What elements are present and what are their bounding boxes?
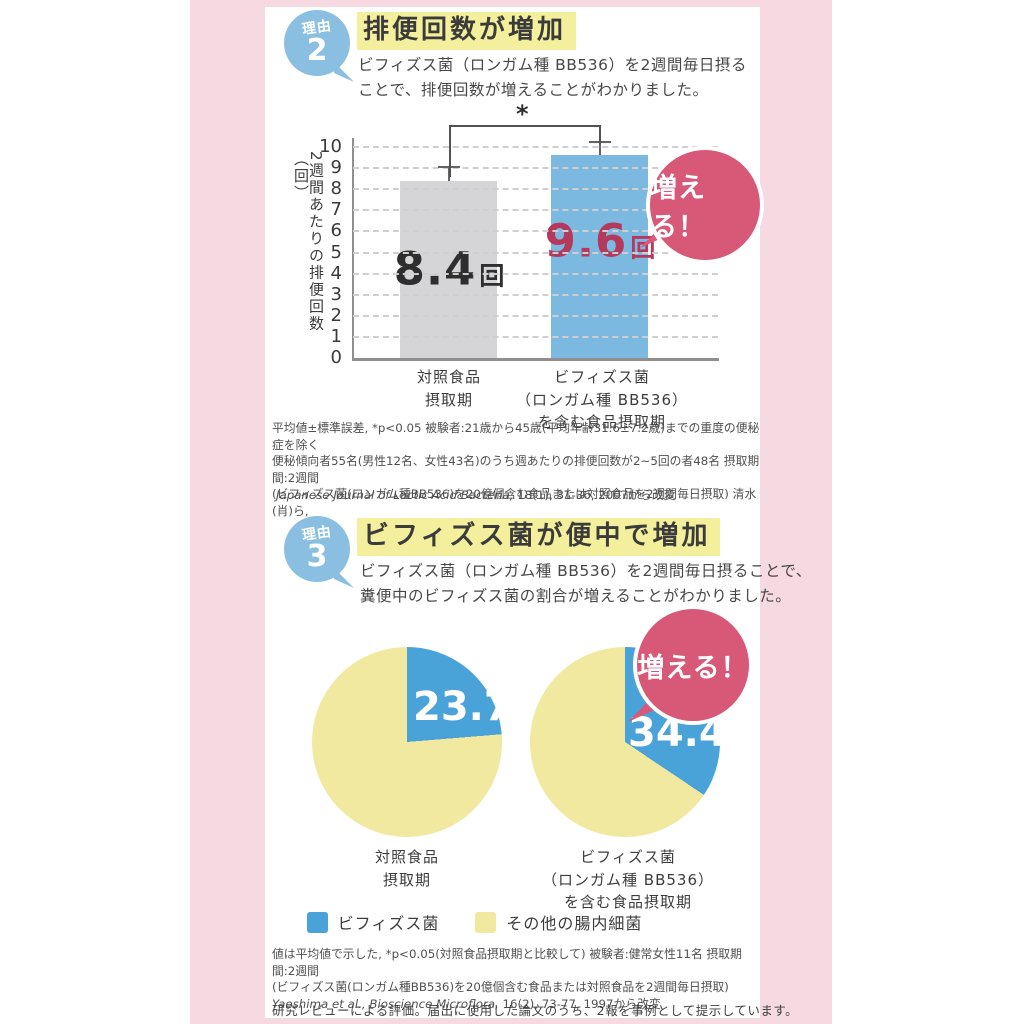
footer-note: 研究レビューによる評価。届出に使用した論文のうち、2報を事例として提示しています… <box>272 1003 799 1018</box>
bar-chart-ytick-label: 8 <box>330 178 342 200</box>
increase-bubble2: 増える！ <box>633 605 753 725</box>
reason2-badge: 理由 2 <box>284 10 350 76</box>
bar-category-control-label: 対照食品 摂取期 <box>416 368 482 409</box>
bar-chart-gridline <box>353 167 718 170</box>
significance-asterisk: * <box>516 100 529 128</box>
reason2-badge-number: 2 <box>306 32 328 68</box>
reason3-badge: 理由 3 <box>284 516 350 582</box>
significance-bracket-right <box>599 125 601 143</box>
bar-value-control-number: 8.4 <box>393 242 477 296</box>
bar-chart-gridline <box>353 188 718 191</box>
legend-item-other-bacteria: その他の腸内細菌 <box>475 910 642 934</box>
bar-chart-ytick-label: 7 <box>330 199 342 221</box>
bar-chart-gridline <box>353 335 718 338</box>
legend-label-other-bacteria: その他の腸内細菌 <box>506 914 643 933</box>
reason2-citation: Japanese Journal of Lactic Acid Bacteria… <box>276 470 764 503</box>
legend-swatch-blue-icon <box>306 911 328 933</box>
bar-chart-gridline <box>353 146 718 148</box>
legend-item-bifidobacteria: ビフィズス菌 <box>306 910 440 934</box>
reason3-description: ビフィズス菌（ロンガム種 BB536）を2週間毎日摂ることで、 糞便中のビフィズ… <box>360 562 812 605</box>
pie-category-control-label: 対照食品 摂取期 <box>374 848 440 889</box>
bar-value-control: 8.4 回 <box>394 243 505 296</box>
bar-chart-ytick-label: 9 <box>330 157 342 179</box>
bar-category-bifidobacteria-label: ビフィズス菌 （ロンガム種 BB536） を含む食品摂取期 <box>516 368 688 431</box>
reason3-citation: Yaeshima et al., Bioscience Microflora, … <box>272 979 760 1012</box>
bar-chart-yticks: 0 1 2 3 4 5 6 7 8 9 10 <box>300 136 342 368</box>
reason2-footnote: 平均値±標準誤差, *p<0.05 被験者:21歳から45歳(平均年齢31.6±… <box>272 421 760 518</box>
increase-bubble1: 増える！ <box>646 146 764 264</box>
legend-swatch-yellow-icon <box>475 911 497 933</box>
bar-chart-ytick-label: 5 <box>330 241 342 263</box>
reason2-title: 排便回数が増加 <box>357 12 577 51</box>
bar-value-bifidobacteria: 9.6 回 <box>545 215 656 268</box>
bar-chart-gridline <box>353 293 718 296</box>
pie-legend: ビフィズス菌 その他の腸内細菌 <box>227 910 722 934</box>
reason3-badge-number: 3 <box>306 538 328 574</box>
pie-value-bifidobacteria-percent: % <box>727 727 749 751</box>
bar-chart-ytick-label: 0 <box>330 347 342 368</box>
reason2-citation-rest: 18(1), 31-36, 2007から改変 <box>513 487 676 502</box>
reason2-citation-journal: Japanese Journal of Lactic Acid Bacteria… <box>276 487 514 502</box>
legend-label-bifidobacteria: ビフィズス菌 <box>337 914 440 933</box>
pie-value-control: 23.7% <box>413 684 534 730</box>
bar-chart-y-axis-line <box>352 138 354 358</box>
reason3-footnote: 値は平均値で示した, *p<0.05(対照食品摂取期と比較して) 被験者:健常女… <box>272 947 742 995</box>
pie-control-food <box>312 647 502 837</box>
pie-value-control-percent: % <box>512 701 534 725</box>
bar-value-control-unit: 回 <box>479 261 505 291</box>
reason2-description: ビフィズス菌（ロンガム種 BB536）を2週間毎日摂る ことで、排便回数が増える… <box>358 56 747 99</box>
reason3-title: ビフィズス菌が便中で増加 <box>357 518 721 557</box>
reason2-badge-label: 理由 <box>301 17 333 38</box>
significance-bracket-left <box>449 125 451 177</box>
pie-category-bifidobacteria-label: ビフィズス菌 （ロンガム種 BB536） を含む食品摂取期 <box>542 848 714 911</box>
reason3-badge-label: 理由 <box>301 523 333 544</box>
bar-chart-ytick-label: 3 <box>330 283 342 305</box>
bar-chart-gridline <box>353 314 718 317</box>
bar-chart-gridline <box>353 209 718 212</box>
bar-chart-y-axis-title: 2週間あたりの排便回数（回） <box>292 151 325 333</box>
bar-chart-gridline <box>353 251 718 254</box>
bar-chart-x-axis-line <box>352 358 719 361</box>
significance-bracket-top <box>449 125 601 127</box>
pie-value-control-number: 23.7 <box>413 684 512 730</box>
error-bar-line <box>599 142 601 156</box>
bar-chart-ytick-label: 2 <box>330 304 342 326</box>
reason3-citation-journal: Yaeshima et al., Bioscience Microflora, <box>272 996 499 1011</box>
bar-chart-gridline <box>353 272 718 275</box>
bar-chart-ytick-label: 6 <box>330 220 342 242</box>
bar-chart-gridline <box>353 230 718 233</box>
reason3-citation-rest: 16(2), 73-77, 1997から改変 <box>498 996 661 1011</box>
bar-chart-ytick-label: 1 <box>330 325 342 347</box>
bar-value-bifidobacteria-number: 9.6 <box>544 214 628 268</box>
bar-chart-ytick-label: 4 <box>330 262 342 284</box>
bar-chart-plot: 8.4 回 9.6 回 <box>353 140 718 358</box>
bar-chart-ytick-label: 10 <box>319 136 342 157</box>
